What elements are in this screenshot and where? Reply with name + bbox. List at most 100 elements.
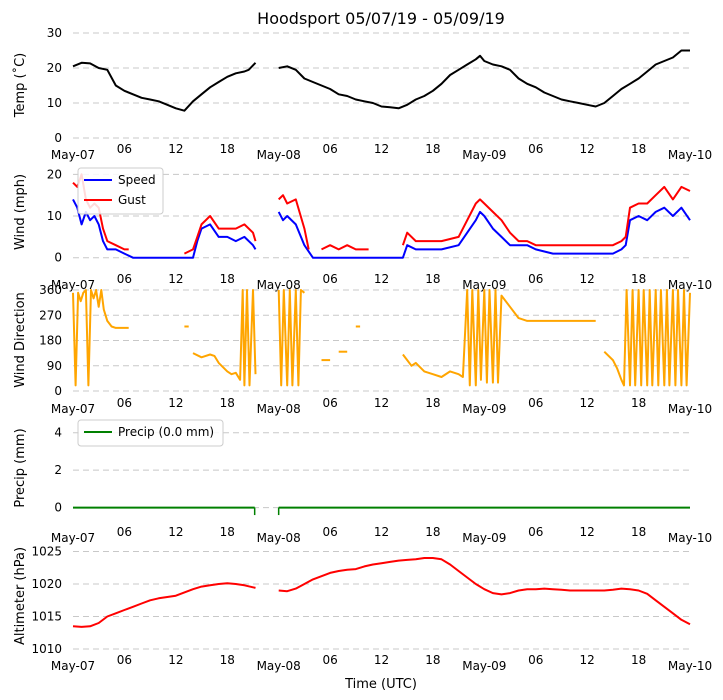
series-line-temp [278,49,690,110]
y-tick-label: 30 [47,26,62,40]
x-tick-label: 06 [117,396,132,410]
x-tick-label: 18 [425,525,440,539]
x-tick-label: May-08 [257,659,301,673]
series-line-altimeter [72,582,256,628]
x-tick-label: May-10 [668,148,712,162]
y-tick-label: 20 [47,167,62,181]
x-tick-label: 18 [631,142,646,156]
y-axis-label: Precip (mm) [13,428,28,507]
x-tick-label: 12 [580,142,595,156]
x-tick-label: May-07 [51,659,95,673]
x-tick-label: May-08 [257,531,301,545]
x-tick-label: 06 [322,272,337,286]
series-line-wind-direction [72,289,129,387]
x-tick-label: 18 [220,142,235,156]
x-tick-label: 12 [374,525,389,539]
legend-label: Precip (0.0 mm) [118,425,214,439]
x-tick-label: 06 [322,396,337,410]
x-tick-label: 06 [117,272,132,286]
x-tick-label: May-09 [462,278,506,292]
x-tick-label: 06 [528,272,543,286]
x-tick-label: 12 [168,653,183,667]
series-line-altimeter [278,557,691,626]
y-tick-label: 2 [54,463,62,477]
chart-title: Hoodsport 05/07/19 - 05/09/19 [257,9,505,28]
series-line-wind-direction [277,289,306,387]
x-tick-label: 12 [168,525,183,539]
x-tick-label: 12 [168,142,183,156]
x-tick-label: 18 [220,653,235,667]
y-axis-label: Wind Direction [13,292,28,388]
x-tick-label: 12 [168,396,183,410]
legend-label: Speed [118,173,156,187]
x-tick-label: 06 [528,653,543,667]
x-tick-label: 12 [168,272,183,286]
x-tick-label: 12 [580,525,595,539]
x-tick-label: 12 [580,653,595,667]
x-tick-label: May-07 [51,402,95,416]
x-tick-label: 18 [220,396,235,410]
x-tick-label: 12 [580,272,595,286]
x-tick-label: 06 [117,653,132,667]
y-tick-label: 90 [47,359,62,373]
legend-box [77,419,224,447]
x-tick-label: 12 [580,396,595,410]
x-tick-label: 18 [631,525,646,539]
panel-wind-speed: 0 10 20 Wind (mph) May-07 06 12 18 May-08 06 12 18 M… [13,167,712,292]
panel-temperature: 0 10 20 30 Temp (˚C) May-07 06 12 18 May-08 06 12 18… [12,26,712,162]
x-tick-label: May-10 [668,659,712,673]
y-axis-label: Altimeter (hPa) [13,547,28,645]
y-tick-label: 270 [39,308,62,322]
x-tick-label: May-10 [668,278,712,292]
x-tick-label: 06 [117,525,132,539]
series-line-wind-direction [603,289,691,387]
y-tick-label: 1020 [31,577,62,591]
x-tick-label: May-09 [462,531,506,545]
y-tick-label: 1025 [31,545,62,559]
y-tick-label: 4 [54,426,62,440]
y-tick-label: 180 [39,334,62,348]
x-tick-label: May-09 [462,148,506,162]
series-line-speed [277,206,691,259]
x-tick-label: 18 [631,272,646,286]
x-tick-label: 06 [322,525,337,539]
x-tick-label: May-08 [257,278,301,292]
x-tick-label: 06 [528,396,543,410]
y-tick-label: 0 [54,384,62,398]
x-tick-label: 18 [631,396,646,410]
x-tick-label: May-10 [668,531,712,545]
x-tick-label: 06 [117,142,132,156]
panel-precipitation: 0 2 4 Precip (mm) May-07 06 12 18 May-08 06 12 18 Ma… [13,419,712,545]
series-line-gust [321,244,369,251]
x-tick-label: 06 [528,525,543,539]
x-tick-label: 06 [322,142,337,156]
x-tick-label: May-10 [668,402,712,416]
x-tick-label: 18 [631,653,646,667]
series-line-gust [183,215,257,255]
x-tick-label: 06 [528,142,543,156]
legend-label: Gust [118,193,146,207]
x-tick-label: May-07 [51,531,95,545]
series-line-gust [278,194,310,250]
y-tick-label: 0 [54,131,62,145]
y-tick-label: 10 [47,209,62,223]
x-tick-label: 18 [220,525,235,539]
y-tick-label: 0 [54,251,62,265]
x-tick-label: May-07 [51,278,95,292]
x-tick-label: 12 [374,142,389,156]
series-line-temp [72,61,257,112]
y-axis-label: Wind (mph) [13,174,28,250]
x-tick-label: May-08 [257,148,301,162]
x-tick-label: 18 [425,653,440,667]
y-tick-label: 1015 [31,610,62,624]
y-tick-label: 10 [47,96,62,110]
x-tick-label: May-07 [51,148,95,162]
series-line-speed [72,198,257,259]
series-line-wind-direction [402,289,596,387]
x-tick-label: 12 [374,396,389,410]
x-tick-label: 18 [425,272,440,286]
y-axis-label: Temp (˚C) [12,53,28,119]
y-tick-label: 1010 [31,642,62,656]
